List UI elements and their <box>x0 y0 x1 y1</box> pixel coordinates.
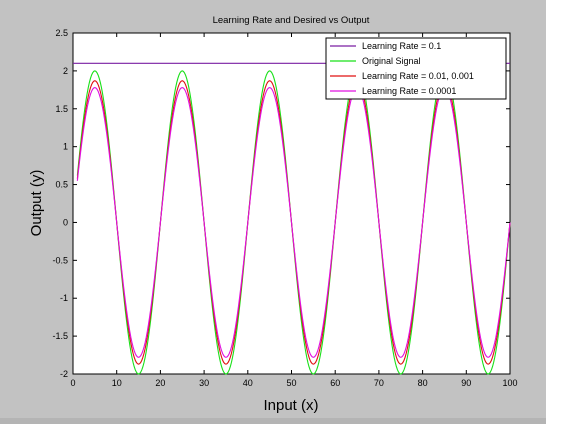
x-tick-label: 20 <box>155 378 165 388</box>
legend-label-2: Original Signal <box>362 56 421 66</box>
y-tick-label: 0 <box>63 217 68 227</box>
legend: Learning Rate = 0.1 Original Signal Lear… <box>325 37 507 100</box>
y-tick-label: 0.5 <box>55 180 68 190</box>
x-tick-label: 90 <box>461 378 471 388</box>
x-tick-label: 60 <box>330 378 340 388</box>
x-tick-label: 70 <box>374 378 384 388</box>
x-tick-label: 80 <box>418 378 428 388</box>
y-tick-label: 1.5 <box>55 104 68 114</box>
legend-box <box>325 37 507 100</box>
x-tick-label: 30 <box>199 378 209 388</box>
x-tick-label: 0 <box>70 378 75 388</box>
window-bottom-edge <box>0 418 546 424</box>
y-tick-label: 2.5 <box>55 28 68 38</box>
x-axis-title: Input (x) <box>263 397 318 414</box>
x-tick-label: 40 <box>243 378 253 388</box>
legend-label-4: Learning Rate = 0.0001 <box>362 86 456 96</box>
y-tick-label: -1 <box>60 293 68 303</box>
y-tick-label: -0.5 <box>52 255 68 265</box>
x-tick-label: 10 <box>112 378 122 388</box>
x-tick-label: 100 <box>502 378 517 388</box>
background-window-edge <box>546 0 562 424</box>
y-axis-title: Output (y) <box>28 170 45 237</box>
series-line-4 <box>76 86 511 358</box>
legend-label-1: Learning Rate = 0.1 <box>362 41 441 51</box>
y-tick-label: 2 <box>63 66 68 76</box>
y-tick-label: 1 <box>63 142 68 152</box>
chart-title: Learning Rate and Desired vs Output <box>213 15 370 26</box>
y-tick-label: -1.5 <box>52 331 68 341</box>
legend-label-3: Learning Rate = 0.01, 0.001 <box>362 71 474 81</box>
tick-layer: 0 10 20 30 40 50 60 70 80 90 100 -2 -1.5 -1 -0.5 0 0.5 1 1… <box>52 28 517 388</box>
x-tick-label: 50 <box>286 378 296 388</box>
y-tick-label: -2 <box>60 369 68 379</box>
